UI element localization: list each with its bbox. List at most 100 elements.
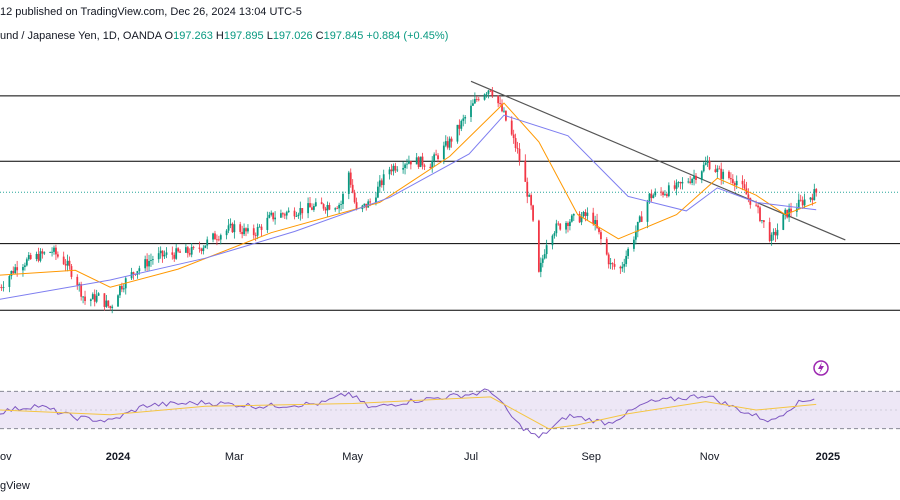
publish-line: 12 published on TradingView.com, Dec 26,… xyxy=(0,6,302,18)
candle-body xyxy=(567,222,569,227)
candle-body xyxy=(322,204,325,209)
candle-body xyxy=(202,247,205,252)
candle-body xyxy=(518,148,521,161)
candle-body xyxy=(120,285,123,290)
candle-body xyxy=(553,233,556,236)
candle-body xyxy=(681,181,684,184)
candle-body xyxy=(743,184,746,189)
candle-body xyxy=(456,124,459,142)
candle-body xyxy=(720,168,723,179)
candle-body xyxy=(757,205,759,208)
candle-body xyxy=(270,212,273,215)
candle-body xyxy=(97,293,100,296)
candle-body xyxy=(146,259,148,267)
x-tick-label: Nov xyxy=(700,451,720,463)
candle-body xyxy=(691,178,694,183)
candle-body xyxy=(679,182,682,184)
x-tick-label: 2025 xyxy=(816,451,840,463)
candle-body xyxy=(514,138,517,148)
rsi-moving-average xyxy=(0,396,817,430)
candle-body xyxy=(297,214,300,216)
candle-body xyxy=(759,207,761,222)
candle-body xyxy=(667,185,670,197)
candle-body xyxy=(107,300,110,307)
candle-body xyxy=(299,208,302,215)
candle-body xyxy=(487,90,490,94)
candle-body xyxy=(334,208,337,210)
candle-body xyxy=(600,232,602,240)
candle-body xyxy=(280,213,282,218)
x-tick-label: Mar xyxy=(225,451,244,463)
candle-body xyxy=(578,213,581,223)
candle-body xyxy=(570,215,573,222)
candle-body xyxy=(437,155,439,160)
candle-body xyxy=(12,270,15,274)
candle-body xyxy=(662,192,664,196)
candle-body xyxy=(138,268,141,272)
candle-body xyxy=(619,266,622,269)
candle-body xyxy=(673,185,676,189)
candle-body xyxy=(790,208,792,212)
candle-body xyxy=(396,169,399,171)
candle-body xyxy=(565,222,567,230)
candle-body xyxy=(704,162,707,165)
candle-body xyxy=(363,203,366,206)
candle-body xyxy=(551,235,554,246)
candle-body xyxy=(349,172,352,185)
candle-body xyxy=(530,195,533,206)
candle-body xyxy=(225,230,228,236)
candle-body xyxy=(281,213,284,215)
candle-body xyxy=(477,99,480,101)
candle-body xyxy=(132,272,135,274)
candle-body xyxy=(797,199,800,209)
price-chart[interactable]: ov 2024 Mar May Jul Sep Nov 2025 xyxy=(0,0,900,470)
candle-body xyxy=(338,204,341,209)
candle-body xyxy=(165,252,168,255)
candle-body xyxy=(543,254,546,259)
candle-body xyxy=(664,194,666,196)
candle-body xyxy=(594,220,597,225)
candle-body xyxy=(634,231,637,240)
candle-body xyxy=(148,260,150,267)
candle-body xyxy=(375,197,377,203)
candle-body xyxy=(109,306,112,308)
candle-body xyxy=(68,260,71,267)
candle-body xyxy=(394,165,397,171)
candle-body xyxy=(613,264,616,267)
candle-body xyxy=(475,99,478,100)
candle-body xyxy=(217,239,220,241)
candle-body xyxy=(260,226,263,230)
candle-body xyxy=(184,247,187,253)
candle-body xyxy=(241,231,244,235)
candle-body xyxy=(611,263,614,265)
candle-body xyxy=(706,161,709,163)
candle-body xyxy=(161,250,164,257)
candle-body xyxy=(22,267,24,271)
candle-body xyxy=(200,248,203,252)
candle-body xyxy=(27,255,30,260)
candle-body xyxy=(503,110,505,112)
candle-body xyxy=(136,271,139,275)
moving-average-fast xyxy=(0,102,817,288)
candle-body xyxy=(76,276,79,286)
candle-body xyxy=(43,252,46,254)
candle-body xyxy=(582,211,585,217)
candle-body xyxy=(14,267,17,274)
candle-body xyxy=(377,186,379,198)
candle-body xyxy=(491,90,494,96)
candle-body xyxy=(755,204,758,206)
candle-body xyxy=(287,210,290,213)
candle-body xyxy=(105,300,108,307)
candle-body xyxy=(741,180,744,185)
candle-body xyxy=(774,231,777,236)
candle-body xyxy=(56,254,59,257)
candle-body xyxy=(266,217,269,230)
candle-body xyxy=(813,189,816,201)
candle-body xyxy=(675,182,678,189)
candle-body xyxy=(539,262,542,272)
candle-body xyxy=(392,165,395,172)
candle-body xyxy=(526,181,529,197)
candle-body xyxy=(489,90,492,92)
flash-icon-bolt xyxy=(818,362,824,374)
candle-body xyxy=(799,199,802,201)
